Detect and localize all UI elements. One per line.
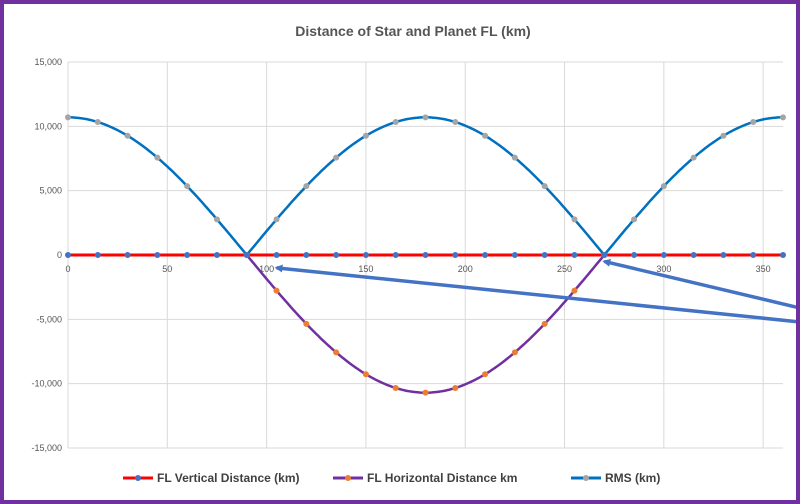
rms-marker: [482, 132, 489, 139]
vertical-marker: [720, 252, 727, 258]
x-tick-label: 0: [65, 264, 70, 274]
x-tick-label: 200: [458, 264, 473, 274]
vertical-marker: [333, 252, 340, 258]
annotation-arrow: [602, 258, 800, 310]
vertical-marker: [392, 252, 399, 258]
horizontal-marker: [303, 320, 310, 327]
rms-marker: [154, 154, 161, 161]
rms-marker: [571, 216, 578, 223]
vertical-marker: [601, 252, 608, 258]
vertical-marker: [780, 252, 786, 258]
x-tick-label: 150: [358, 264, 373, 274]
rms-marker: [213, 216, 220, 223]
horizontal-marker: [482, 371, 489, 378]
vertical-marker: [750, 252, 757, 258]
horizontal-marker: [422, 389, 429, 396]
x-tick-label: 50: [162, 264, 172, 274]
legend-marker: [583, 475, 589, 481]
vertical-marker: [631, 252, 638, 258]
annotation-arrow: [274, 264, 800, 324]
rms-marker: [303, 183, 310, 190]
legend-label: FL Horizontal Distance km: [367, 471, 517, 485]
horizontal-marker: [452, 385, 459, 392]
rms-marker: [124, 132, 131, 139]
horizontal-marker: [571, 287, 578, 294]
vertical-marker: [184, 252, 191, 258]
vertical-marker: [452, 252, 459, 258]
rms-marker: [392, 118, 399, 125]
y-tick-label: 15,000: [34, 57, 62, 67]
horizontal-marker: [362, 371, 369, 378]
vertical-marker: [154, 252, 161, 258]
legend-label: FL Vertical Distance (km): [157, 471, 300, 485]
y-tick-label: -15,000: [31, 443, 62, 453]
y-tick-label: 5,000: [39, 186, 62, 196]
vertical-marker: [422, 252, 429, 258]
y-tick-label: -5,000: [36, 314, 62, 324]
vertical-marker: [94, 252, 101, 258]
vertical-marker: [571, 252, 578, 258]
y-tick-label: 10,000: [34, 121, 62, 131]
chart-title: Distance of Star and Planet FL (km): [295, 23, 530, 39]
horizontal-marker: [392, 385, 399, 392]
rms-marker: [273, 216, 280, 223]
vertical-marker: [273, 252, 280, 258]
legend-rms: RMS (km): [571, 471, 660, 485]
rms-marker: [184, 183, 191, 190]
legend-fl-vertical: FL Vertical Distance (km): [123, 471, 300, 485]
vertical-marker: [660, 252, 667, 258]
rms-marker: [541, 183, 548, 190]
vertical-marker: [511, 252, 518, 258]
legend-marker: [345, 475, 351, 481]
rms-marker: [422, 114, 429, 121]
arrow-layer: [274, 258, 800, 324]
legend-fl-horizontal: FL Horizontal Distance km: [333, 471, 517, 485]
x-tick-label: 350: [756, 264, 771, 274]
rms-marker: [780, 114, 786, 121]
vertical-marker: [65, 252, 71, 258]
rms-marker: [94, 118, 101, 125]
rms-marker: [362, 132, 369, 139]
rms-marker: [452, 118, 459, 125]
rms-marker: [65, 114, 71, 121]
vertical-marker: [482, 252, 489, 258]
horizontal-marker: [273, 287, 280, 294]
legend-label: RMS (km): [605, 471, 660, 485]
horizontal-marker: [333, 349, 340, 356]
vertical-marker: [690, 252, 697, 258]
x-tick-label: 300: [656, 264, 671, 274]
axis-layer: 15,000 10,000 5,000 0 -5,000 -10,000 -15,000 0 5…: [31, 57, 770, 453]
vertical-marker: [541, 252, 548, 258]
legend-marker: [135, 475, 141, 481]
rms-marker: [690, 154, 697, 161]
rms-marker: [720, 132, 727, 139]
rms-marker: [511, 154, 518, 161]
horizontal-marker: [511, 349, 518, 356]
vertical-marker: [303, 252, 310, 258]
vertical-marker: [243, 252, 250, 258]
rms-marker: [660, 183, 667, 190]
rms-marker: [333, 154, 340, 161]
x-tick-label: 100: [259, 264, 274, 274]
vertical-marker: [213, 252, 220, 258]
rms-marker: [631, 216, 638, 223]
vertical-marker: [362, 252, 369, 258]
legend: FL Vertical Distance (km) FL Horizontal D…: [123, 471, 660, 485]
series-layer: [65, 114, 786, 396]
y-tick-label: -10,000: [31, 379, 62, 389]
y-tick-label: 0: [57, 250, 62, 260]
rms-marker: [750, 118, 757, 125]
vertical-marker: [124, 252, 131, 258]
x-tick-label: 250: [557, 264, 572, 274]
horizontal-marker: [541, 320, 548, 327]
